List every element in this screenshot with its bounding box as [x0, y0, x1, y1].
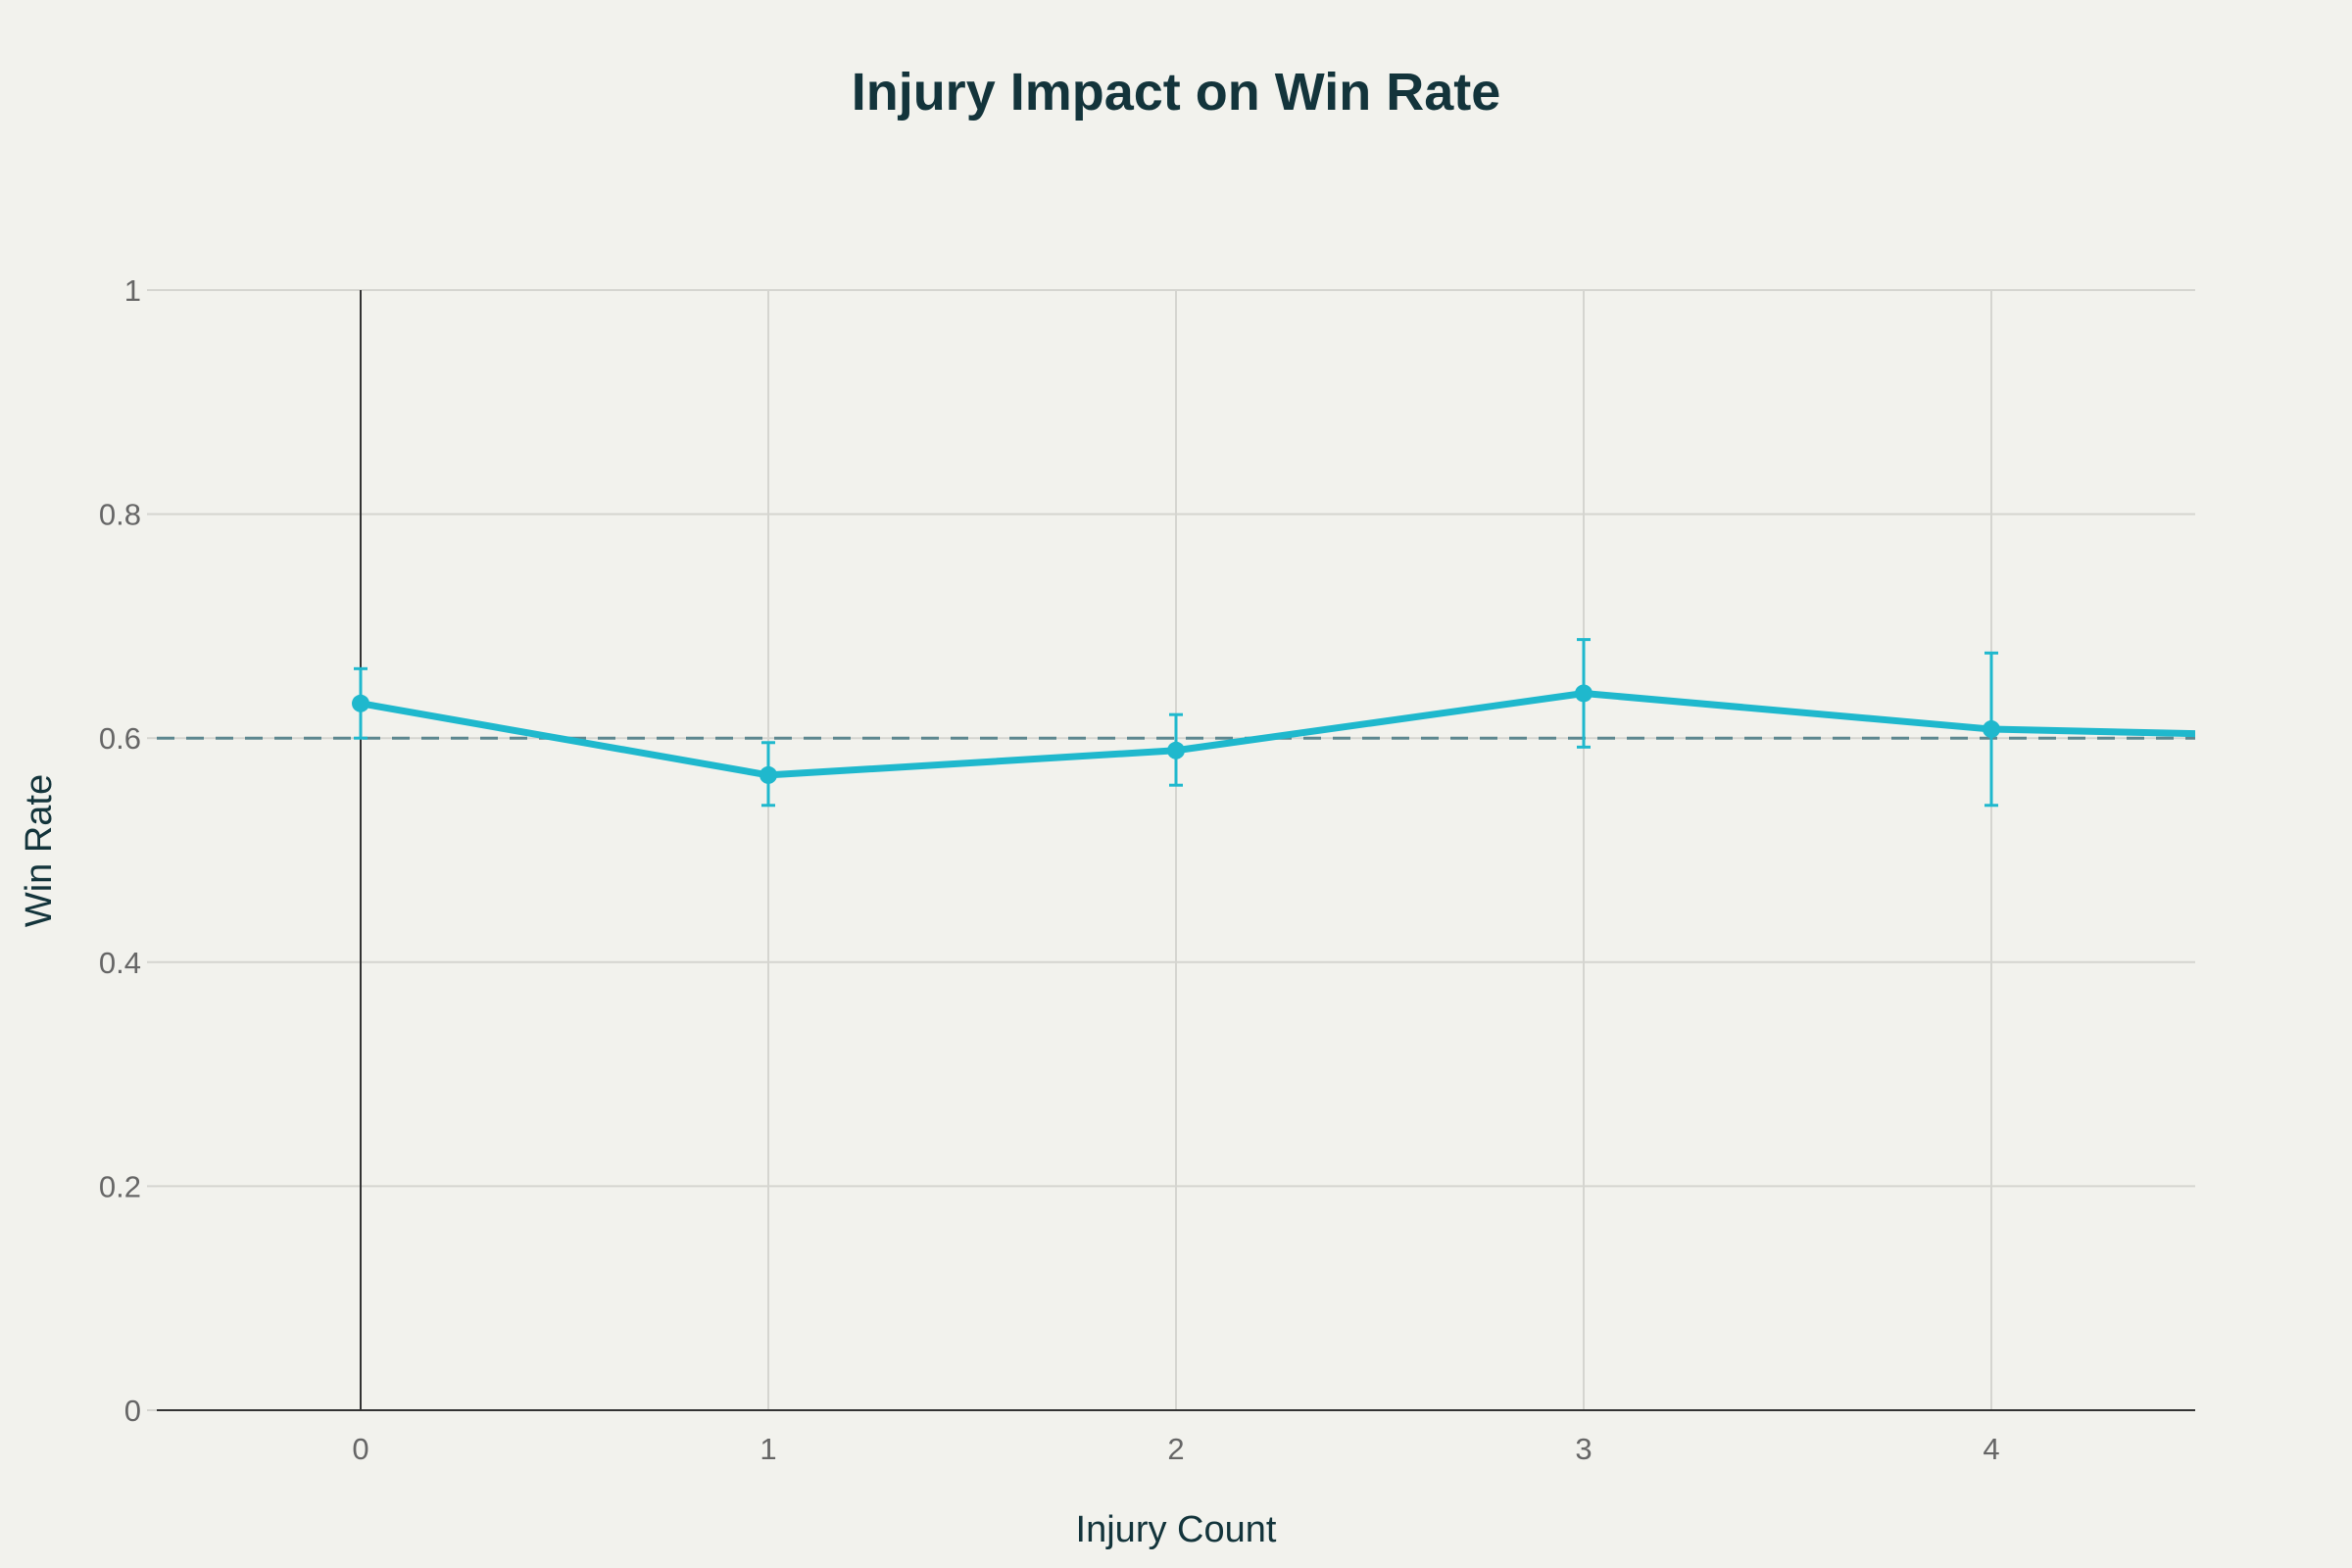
data-point [1167, 741, 1185, 760]
series-layer [352, 638, 2195, 808]
x-tick-label: 0 [352, 1432, 368, 1466]
series-line [360, 689, 2195, 779]
chart-title: Injury Impact on Win Rate [852, 63, 1501, 122]
x-tick-label: 4 [1983, 1432, 1999, 1466]
x-tick-label: 1 [760, 1432, 776, 1466]
y-tick-label: 0.4 [99, 946, 141, 980]
tick-layer: 0 0.2 0.4 0.6 0.8 1 0 1 2 3 4 [99, 273, 2000, 1466]
data-point [760, 765, 777, 784]
y-tick-label: 1 [124, 273, 141, 308]
y-tick-label: 0.6 [99, 721, 141, 756]
data-point [352, 694, 369, 712]
y-tick-label: 0.2 [99, 1169, 141, 1203]
y-axis-title: Win Rate [19, 774, 60, 927]
axis-layer [157, 290, 2195, 1411]
x-tick-label: 2 [1167, 1432, 1184, 1466]
x-tick-label: 3 [1575, 1432, 1592, 1466]
data-point [1575, 684, 1592, 703]
y-tick-label: 0 [124, 1394, 141, 1428]
x-axis-title: Injury Count [1076, 1509, 1277, 1550]
y-tick-label: 0.8 [99, 498, 141, 532]
data-point [1983, 720, 2000, 739]
